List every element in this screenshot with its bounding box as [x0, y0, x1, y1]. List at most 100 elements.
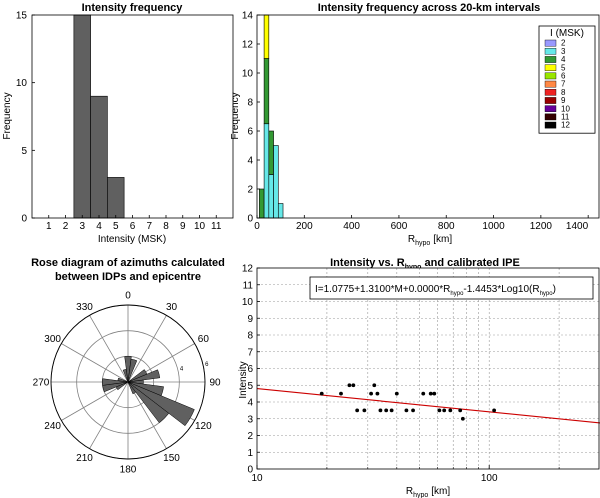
scatter-point-11 [389, 408, 394, 413]
scatter-ytick-label-8: 8 [247, 331, 253, 342]
intensity-bar-3 [73, 14, 91, 219]
distance-histogram-title: Intensity frequency across 20-km interva… [318, 2, 541, 14]
intensity-xtick-label-1: 1 [46, 221, 52, 232]
scatter-ytick-label-5: 5 [247, 381, 253, 392]
distance-legend-swatch-2 [544, 39, 557, 47]
intensity-plot-frame [31, 14, 234, 219]
scatter-ytick-label-11: 11 [243, 280, 254, 291]
scatter-equation: I=1.0775+1.3100*M+0.0000*Rhypo-1.4453*Lo… [315, 284, 556, 297]
rose-angle-label-60: 60 [198, 334, 210, 345]
rose-angle-label-270: 270 [33, 378, 50, 389]
scatter-equation-part: -1.4453*Log10(R [463, 284, 539, 295]
scatter-point-7 [372, 383, 377, 388]
intensity-ytick-label-0: 0 [21, 214, 27, 225]
scatter-point-3 [351, 383, 356, 388]
rose-sector-150 [127, 381, 137, 395]
distance-bar-40-i4 [263, 58, 270, 125]
rose-angle-label-90: 90 [209, 378, 221, 389]
intensity-xtick-label-5: 5 [113, 221, 119, 232]
distance-legend-swatch-6 [544, 72, 557, 80]
distance-legend-label-10: 10 [561, 104, 570, 113]
distance-ytick-label-6: 6 [247, 127, 253, 138]
distance-legend-label-9: 9 [561, 96, 566, 105]
distance-bar-40-i3 [263, 123, 270, 219]
rose-diagram-title-line1: Rose diagram of azimuths calculated [31, 257, 225, 269]
intensity-histogram-ylabel: Frequency [2, 92, 13, 139]
scatter-ytick-label-4: 4 [247, 398, 253, 409]
scatter-xtick-label-10: 10 [251, 473, 263, 484]
scatter-point-20 [448, 408, 453, 413]
distance-legend-label-2: 2 [561, 39, 566, 48]
rose-sector-285 [117, 377, 129, 383]
intensity-histogram-title: Intensity frequency [82, 2, 184, 14]
intensity-xtick-label-6: 6 [130, 221, 136, 232]
distance-bar-60-i4 [268, 130, 274, 175]
distance-xtick-label-1400: 1400 [566, 221, 589, 232]
rose-angle-label-30: 30 [166, 302, 178, 313]
scatter-point-17 [432, 391, 437, 396]
scatter-ytick-label-9: 9 [247, 314, 253, 325]
scatter-point-16 [428, 391, 433, 396]
distance-bar-100-i3 [277, 203, 284, 219]
distance-legend-swatch-7 [544, 80, 557, 88]
distance-ytick-label-12: 12 [242, 40, 254, 51]
distance-xlabel-r: R [408, 234, 415, 245]
scatter-ytick-label-3: 3 [247, 414, 253, 425]
distance-xlabel-sub: hypo [415, 240, 430, 247]
distance-ytick-label-4: 4 [247, 156, 253, 167]
scatter-point-4 [355, 408, 360, 413]
rose-diagram-title-line2: between IDPs and epicentre [55, 271, 201, 283]
distance-ytick-label-14: 14 [242, 11, 254, 22]
rose-sector-270 [102, 378, 129, 386]
rose-angle-label-0: 0 [125, 291, 131, 302]
distance-legend-swatch-11 [544, 113, 557, 121]
scatter-point-9 [378, 408, 383, 413]
intensity-ytick-label-15: 15 [16, 11, 28, 22]
distance-legend-swatch-4 [544, 56, 557, 63]
scatter-fit-line [256, 388, 600, 424]
scatter-xlabel: Rhypo [km] [406, 486, 451, 498]
distance-plot-frame [256, 14, 600, 219]
scatter-equation-sub: hypo [450, 291, 464, 297]
scatter-point-5 [362, 408, 367, 413]
distance-legend-label-5: 5 [561, 63, 566, 72]
intensity-xtick-label-7: 7 [146, 221, 152, 232]
intensity-plot-area [32, 15, 233, 218]
scatter-equation-part: I=1.0775+1.3100*M+0.0000*R [315, 284, 450, 295]
rose-outer-circle [50, 304, 206, 460]
distance-legend-label-8: 8 [561, 88, 566, 97]
scatter-point-12 [394, 391, 399, 396]
distance-legend-label-6: 6 [561, 72, 566, 81]
distance-xtick-label-200: 200 [296, 221, 313, 232]
distance-legend-label-7: 7 [561, 80, 566, 89]
distance-histogram: Intensity frequency across 20-km interva… [230, 2, 600, 247]
distance-legend-title: I (MSK) [550, 28, 584, 39]
scatter-ylabel: Intensity [238, 361, 249, 398]
distance-legend-swatch-8 [544, 88, 557, 96]
scatter-xlabel-sub: hypo [413, 492, 428, 498]
distance-legend-label-4: 4 [561, 55, 566, 64]
scatter-point-15 [421, 391, 426, 396]
distance-xtick-label-0: 0 [254, 221, 260, 232]
intensity-xtick-label-9: 9 [180, 221, 186, 232]
scatter-point-13 [404, 408, 409, 413]
distance-legend-swatch-12 [544, 121, 557, 129]
scatter-point-8 [375, 391, 380, 396]
rose-sector-135 [127, 381, 170, 424]
distance-bar-20-i4 [259, 188, 265, 219]
rose-angle-label-120: 120 [195, 421, 212, 432]
rose-angle-label-180: 180 [120, 465, 137, 476]
intensity-xtick-label-2: 2 [63, 221, 69, 232]
intensity-xtick-label-10: 10 [194, 221, 206, 232]
scatter-plot-frame [256, 267, 600, 470]
scatter-ytick-label-12: 12 [242, 264, 254, 275]
rose-radial-label-4: 4 [180, 367, 184, 373]
intensity-xtick-label-4: 4 [96, 221, 102, 232]
intensity-xtick-label-11: 11 [211, 221, 222, 232]
scatter-equation-sub: hypo [540, 291, 554, 297]
distance-legend-label-3: 3 [561, 47, 566, 56]
distance-legend-label-12: 12 [561, 121, 570, 130]
scatter-point-2 [347, 383, 352, 388]
scatter-ytick-label-2: 2 [247, 431, 253, 442]
